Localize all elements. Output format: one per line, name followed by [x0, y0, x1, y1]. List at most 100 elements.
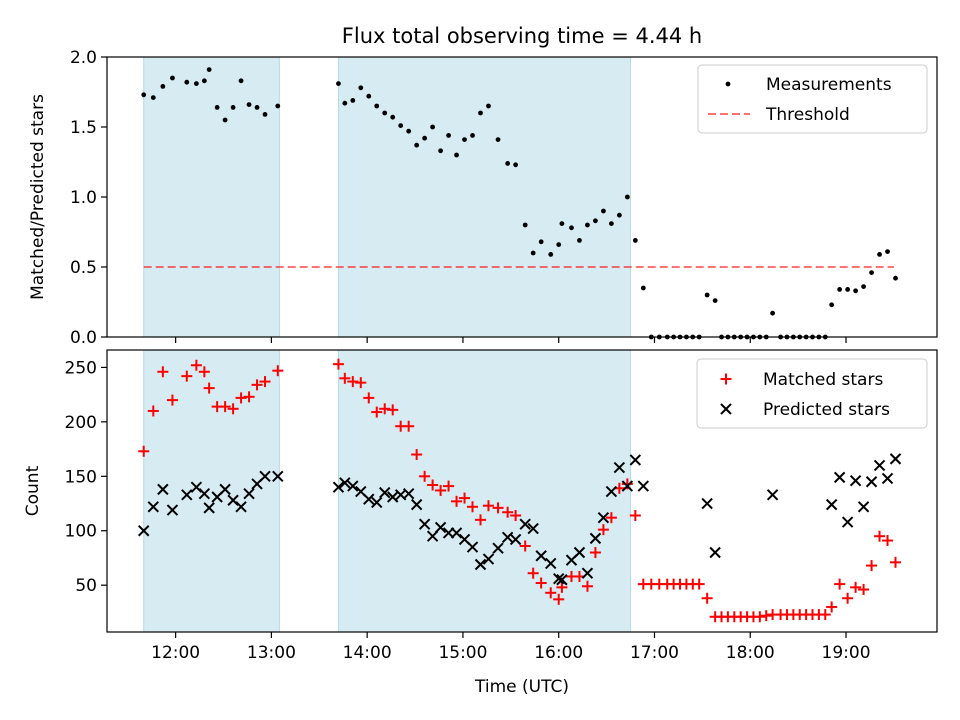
- cross-stroke: [889, 453, 902, 465]
- matched-point: [527, 567, 539, 579]
- top-panel-legend: Measurements Threshold: [697, 64, 928, 134]
- predicted-point: [873, 459, 886, 472]
- matched-point: [181, 370, 193, 382]
- predicted-point: [833, 471, 846, 484]
- measurement-point: [275, 103, 281, 109]
- top-panel-ticks: 0.0 0.5 1.0 1.5 2.0: [70, 48, 847, 348]
- measurement-point: [837, 287, 843, 292]
- matched-point: [882, 535, 894, 547]
- matched-point: [475, 514, 486, 526]
- cross-stroke: [332, 481, 345, 493]
- predicted-point: [371, 496, 383, 509]
- measurement-point: [336, 81, 341, 86]
- measurement-point: [478, 110, 483, 116]
- measurement-point: [640, 285, 646, 291]
- predicted-point: [613, 461, 626, 474]
- measurement-point: [382, 110, 388, 116]
- measurement-point: [861, 284, 866, 289]
- matched-point: [621, 478, 633, 490]
- x-tick-label: 18:00: [726, 643, 775, 663]
- shaded-band: [143, 349, 280, 633]
- predicted-point: [138, 525, 150, 537]
- measurement-point: [184, 79, 190, 85]
- measurement-point: [414, 142, 420, 148]
- matched-point: [272, 365, 284, 377]
- cross-stroke: [605, 485, 618, 498]
- matched-point: [874, 530, 886, 542]
- measurement-point: [538, 239, 544, 245]
- measurement-point: [624, 194, 630, 200]
- legend-predicted-marker: [720, 403, 732, 415]
- matched-point: [510, 509, 522, 521]
- cross-stroke: [387, 491, 399, 503]
- top-panel-shaded-bands: [143, 56, 632, 338]
- cross-stroke: [545, 557, 557, 570]
- matched-point: [427, 479, 439, 491]
- measurement-point: [430, 124, 436, 130]
- cross-stroke: [556, 574, 568, 586]
- cross-stroke: [147, 501, 159, 513]
- matched-point: [597, 524, 609, 536]
- predicted-point: [629, 454, 642, 466]
- cross-stroke: [474, 558, 487, 571]
- measurement-point: [366, 93, 372, 99]
- bottom-panel-ylabel: Count: [23, 465, 43, 516]
- cross-stroke: [519, 518, 531, 530]
- predicted-point: [709, 546, 721, 559]
- cross-stroke: [482, 553, 495, 565]
- matched-point: [535, 577, 547, 589]
- y-tick-label: 50: [75, 576, 97, 596]
- bottom-panel-ticks: 12:00 13:00 14:00 15:00 16:00 17:00 18:00 19:00…: [65, 358, 871, 663]
- predicted-point: [841, 516, 854, 528]
- legend-threshold-label: Threshold: [765, 105, 850, 125]
- y-tick-label: 2.0: [70, 48, 97, 68]
- measurement-point: [845, 287, 851, 292]
- measurement-point: [358, 85, 364, 91]
- predicted-point: [865, 476, 878, 488]
- bottom-panel-marks: [138, 358, 902, 623]
- matched-point: [589, 547, 601, 559]
- x-tick-label: 19:00: [822, 643, 871, 663]
- y-tick-label: 0.0: [70, 328, 97, 348]
- matched-point: [890, 556, 901, 568]
- predicted-point: [535, 550, 547, 562]
- predicted-point: [157, 483, 169, 496]
- matched-point: [259, 376, 271, 388]
- matched-point: [850, 581, 862, 593]
- cross-stroke: [573, 546, 586, 559]
- cross-stroke: [509, 533, 522, 546]
- predicted-point: [259, 470, 271, 483]
- cross-stroke: [637, 480, 650, 492]
- measurement-point: [505, 161, 511, 166]
- predicted-point: [605, 485, 618, 498]
- measurement-point: [454, 152, 459, 158]
- cross-stroke: [243, 488, 255, 500]
- measurement-point: [438, 148, 443, 154]
- matched-point: [519, 540, 531, 552]
- matched-point: [842, 592, 854, 604]
- matched-point: [190, 359, 202, 371]
- measurement-point: [214, 105, 220, 110]
- x-tick-label: 13:00: [247, 643, 296, 663]
- predicted-point: [474, 558, 487, 571]
- measurement-point: [885, 249, 890, 255]
- y-tick-label: 0.5: [70, 258, 97, 278]
- cross-stroke: [553, 572, 565, 585]
- predicted-point: [825, 498, 838, 511]
- predicted-point: [332, 481, 345, 493]
- cross-stroke: [581, 567, 594, 579]
- matched-point: [834, 578, 846, 590]
- cross-stroke: [833, 471, 846, 484]
- cross-stroke: [235, 501, 247, 513]
- cross-stroke: [434, 521, 447, 534]
- predicted-point: [509, 533, 522, 546]
- predicted-point: [553, 572, 565, 585]
- measurement-point: [201, 78, 207, 84]
- cross-stroke: [402, 488, 415, 500]
- matched-point: [545, 587, 557, 599]
- cross-stroke: [363, 493, 375, 505]
- cross-stroke: [873, 459, 886, 472]
- x-tick-label: 12:00: [151, 643, 200, 663]
- cross-stroke: [881, 472, 894, 485]
